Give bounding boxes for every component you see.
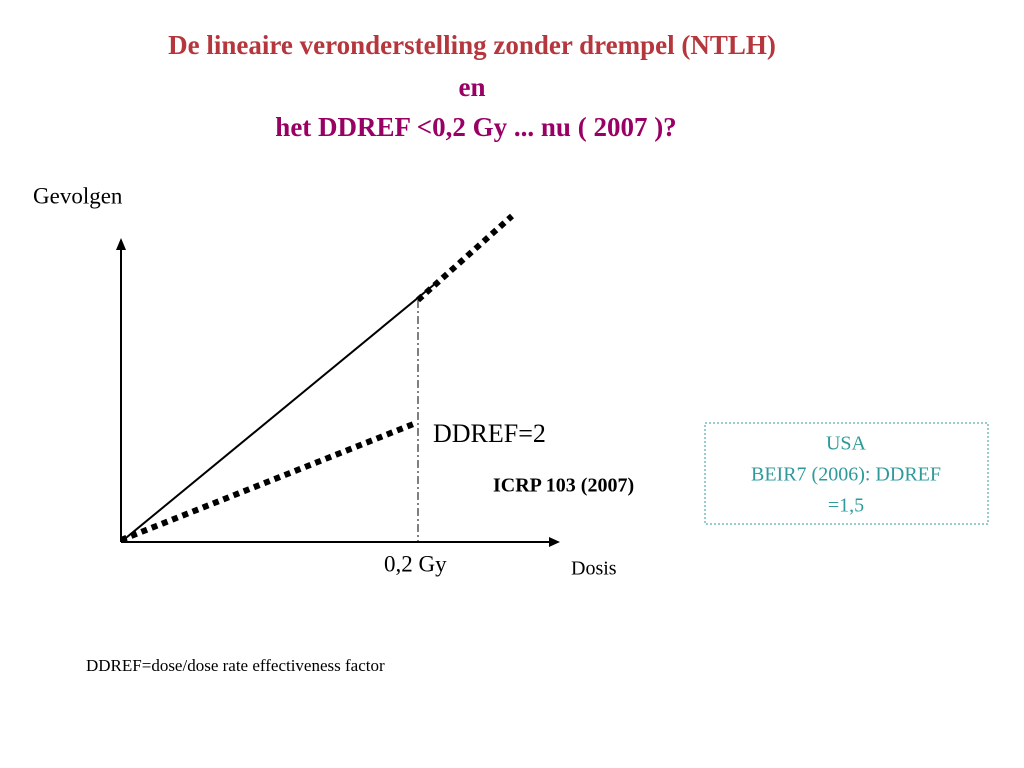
title-line: De lineaire veronderstelling zonder drem… [168,30,776,60]
dotted-line [119,420,418,543]
box-line: USA [826,433,867,455]
box-line: BEIR7 (2006): DDREF [751,464,941,486]
y-axis-label: Gevolgen [33,183,123,208]
icrp-label: ICRP 103 (2007) [493,475,634,497]
ddref-label: DDREF=2 [433,419,546,448]
title-line: en [459,72,486,102]
footnote: DDREF=dose/dose rate effectiveness facto… [86,656,385,675]
box-line: =1,5 [828,495,864,517]
arrowhead [549,537,560,547]
linear-line [120,282,437,543]
dose-marker-label: 0,2 Gy [384,551,447,576]
x-axis-label: Dosis [571,558,617,580]
info-box [704,422,989,525]
title-line: het DDREF <0,2 Gy ... nu ( 2007 )? [275,112,676,142]
arrowhead [116,238,126,250]
